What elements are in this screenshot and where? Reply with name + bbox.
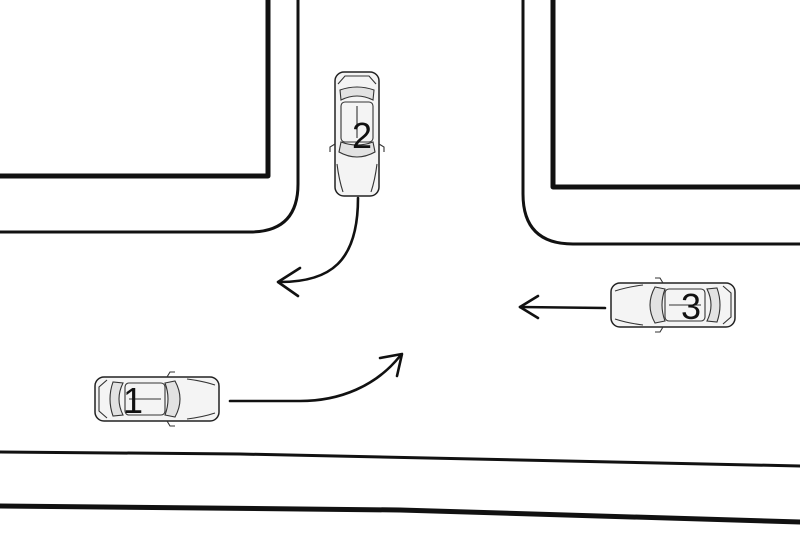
curb-bottom-outer [0,503,800,525]
arrow-car-1-path [228,354,402,403]
curb-top-right-outer [521,0,800,246]
curb-top-right-inner [550,0,800,190]
car-3-number: 3 [681,286,701,327]
road-edges [0,0,800,525]
car-1: 1 [94,371,220,427]
arrow-car-2-head [276,266,302,298]
arrow-car-2-path [278,196,360,284]
arrow-car-3-path [518,305,607,310]
curb-top-left-inner [0,0,271,179]
arrow-car-1-head [378,352,404,378]
car-2: 2 [329,71,385,197]
car-2-number: 2 [352,115,372,156]
movement-arrows [228,196,607,403]
car-3: 3 [610,277,736,333]
car-1-number: 1 [123,380,143,421]
curb-bottom-inner [0,450,800,468]
curb-top-left-outer [0,0,300,234]
arrow-car-3-head [518,294,540,320]
